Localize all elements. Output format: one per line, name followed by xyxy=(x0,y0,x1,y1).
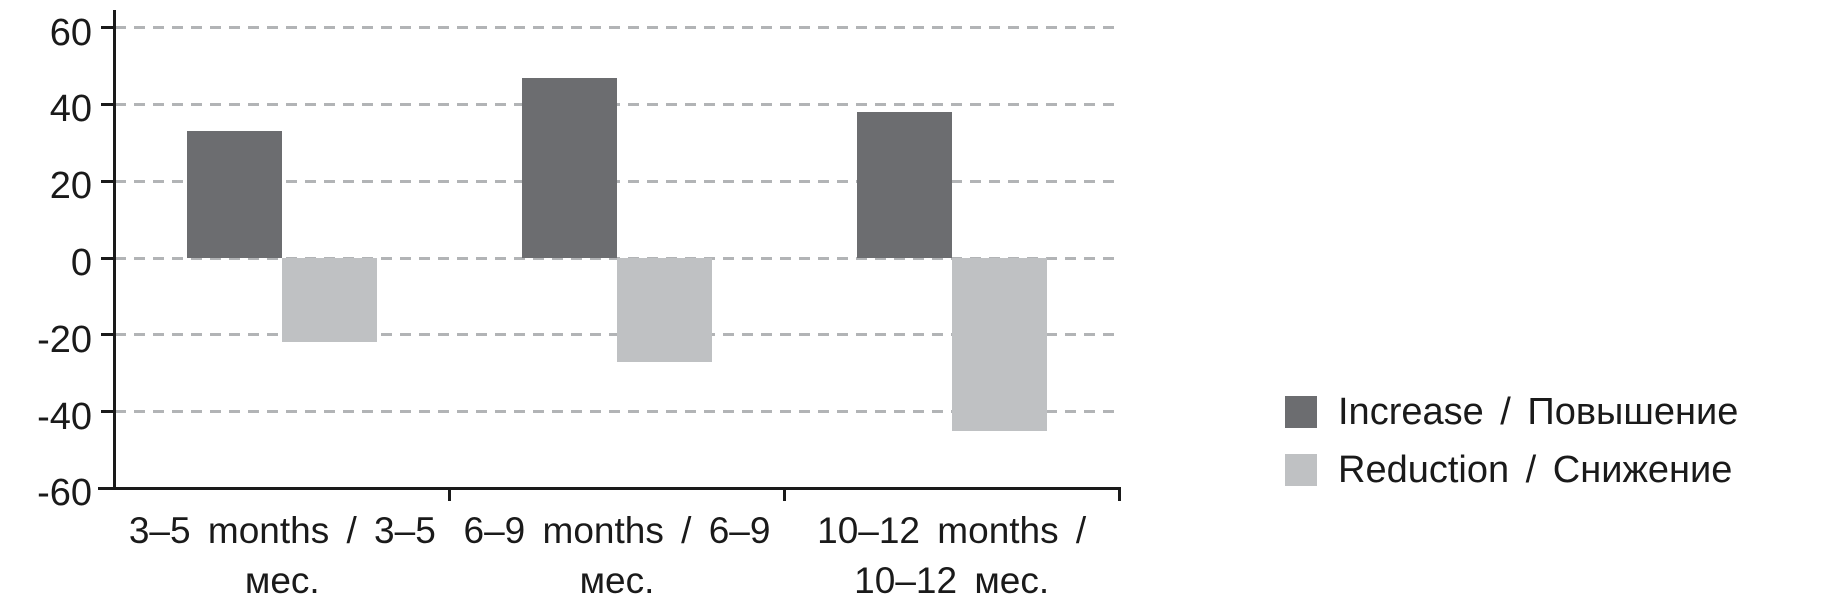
gridline-y-20 xyxy=(115,179,1119,183)
x-axis-tick-2 xyxy=(782,486,786,501)
gridline-y-60 xyxy=(115,26,1119,30)
y-tick-label-0: 0 xyxy=(70,242,92,284)
x-category-label-line: 3–5 months / 3–5 xyxy=(128,510,436,551)
gridline-y--40 xyxy=(115,410,1119,414)
x-category-label-line: 10–12 months / xyxy=(817,510,1087,551)
bar-reduction-2 xyxy=(617,258,712,362)
bar-increase-2 xyxy=(522,77,617,258)
y-tick-label-20: 20 xyxy=(49,165,92,208)
y-axis-tick-20 xyxy=(101,179,115,183)
bar-increase-3 xyxy=(856,112,952,258)
bar-reduction-3 xyxy=(951,258,1047,431)
y-axis-tick-60 xyxy=(101,26,115,30)
x-axis-line xyxy=(98,486,1119,490)
x-category-label-line: мес. xyxy=(244,560,320,601)
legend-item-reduction: Reduction / Снижение xyxy=(1285,448,1732,492)
legend-swatch-increase xyxy=(1285,396,1317,428)
y-tick-label--20: -20 xyxy=(37,318,92,361)
x-category-label-3: 10–12 months / 10–12 мес. xyxy=(754,506,1149,606)
y-axis-tick-40 xyxy=(101,102,115,106)
y-axis-tick--20 xyxy=(101,333,115,337)
y-axis-tick--40 xyxy=(101,410,115,414)
x-category-label-line: 10–12 мес. xyxy=(854,560,1050,601)
y-tick-label--40: -40 xyxy=(37,395,92,438)
legend-label-reduction: Reduction / Снижение xyxy=(1338,449,1733,491)
x-category-label-1: 3–5 months / 3–5 мес. xyxy=(85,506,480,606)
x-category-label-2: 6–9 months / 6–9 мес. xyxy=(420,506,815,606)
legend-item-increase: Increase / Повышение xyxy=(1285,390,1738,434)
y-axis-tick-0 xyxy=(101,256,115,260)
x-axis-tick-1 xyxy=(448,486,452,501)
y-tick-label--60: -60 xyxy=(37,472,92,515)
y-axis-line xyxy=(113,10,116,490)
y-tick-label-60: 60 xyxy=(49,11,92,54)
x-category-label-line: мес. xyxy=(579,560,655,601)
bar-increase-1 xyxy=(187,131,283,258)
gridline-y-40 xyxy=(115,102,1119,106)
y-tick-label-40: 40 xyxy=(49,88,92,131)
legend-label-increase: Increase / Повышение xyxy=(1338,391,1739,433)
x-axis-tick-3 xyxy=(1117,486,1121,501)
x-category-label-line: 6–9 months / 6–9 xyxy=(463,510,771,551)
legend-swatch-reduction xyxy=(1285,454,1317,486)
bar-reduction-1 xyxy=(282,258,378,343)
